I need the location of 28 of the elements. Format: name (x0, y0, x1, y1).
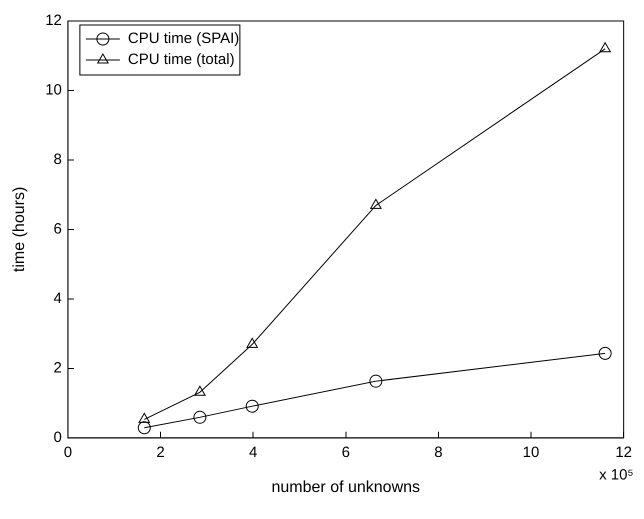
x-tick-label: 12 (615, 444, 632, 461)
point (194, 386, 206, 396)
y-axis-title: time (hours) (11, 186, 28, 272)
y-tick-label: 12 (45, 12, 62, 30)
point (598, 346, 612, 360)
y-tick-label: 8 (54, 151, 62, 168)
point (246, 400, 259, 413)
x-tick-label: 6 (342, 444, 350, 461)
y-tick-label: 0 (54, 428, 62, 446)
y-tick-label: 4 (54, 290, 62, 308)
point (370, 198, 382, 209)
point (246, 338, 258, 348)
x-tick-label: 2 (156, 444, 165, 461)
text: x 10⁵ (599, 466, 634, 484)
legend-label: CPU time (total) (128, 51, 235, 68)
legend-label: CPU time (SPAI) (128, 30, 240, 48)
y-tick-label: 10 (45, 82, 62, 99)
point (599, 42, 611, 52)
point (193, 410, 206, 424)
x-tick-label: 10 (522, 444, 540, 461)
x-axis-title: number of unknowns (272, 478, 420, 496)
point (138, 412, 150, 423)
point (138, 421, 151, 434)
x-tick-label: 8 (434, 444, 443, 461)
point (369, 374, 382, 388)
y-tick-label: 6 (54, 220, 62, 238)
y-tick-label: 2 (54, 359, 62, 376)
x-tick-label: 4 (248, 444, 258, 461)
